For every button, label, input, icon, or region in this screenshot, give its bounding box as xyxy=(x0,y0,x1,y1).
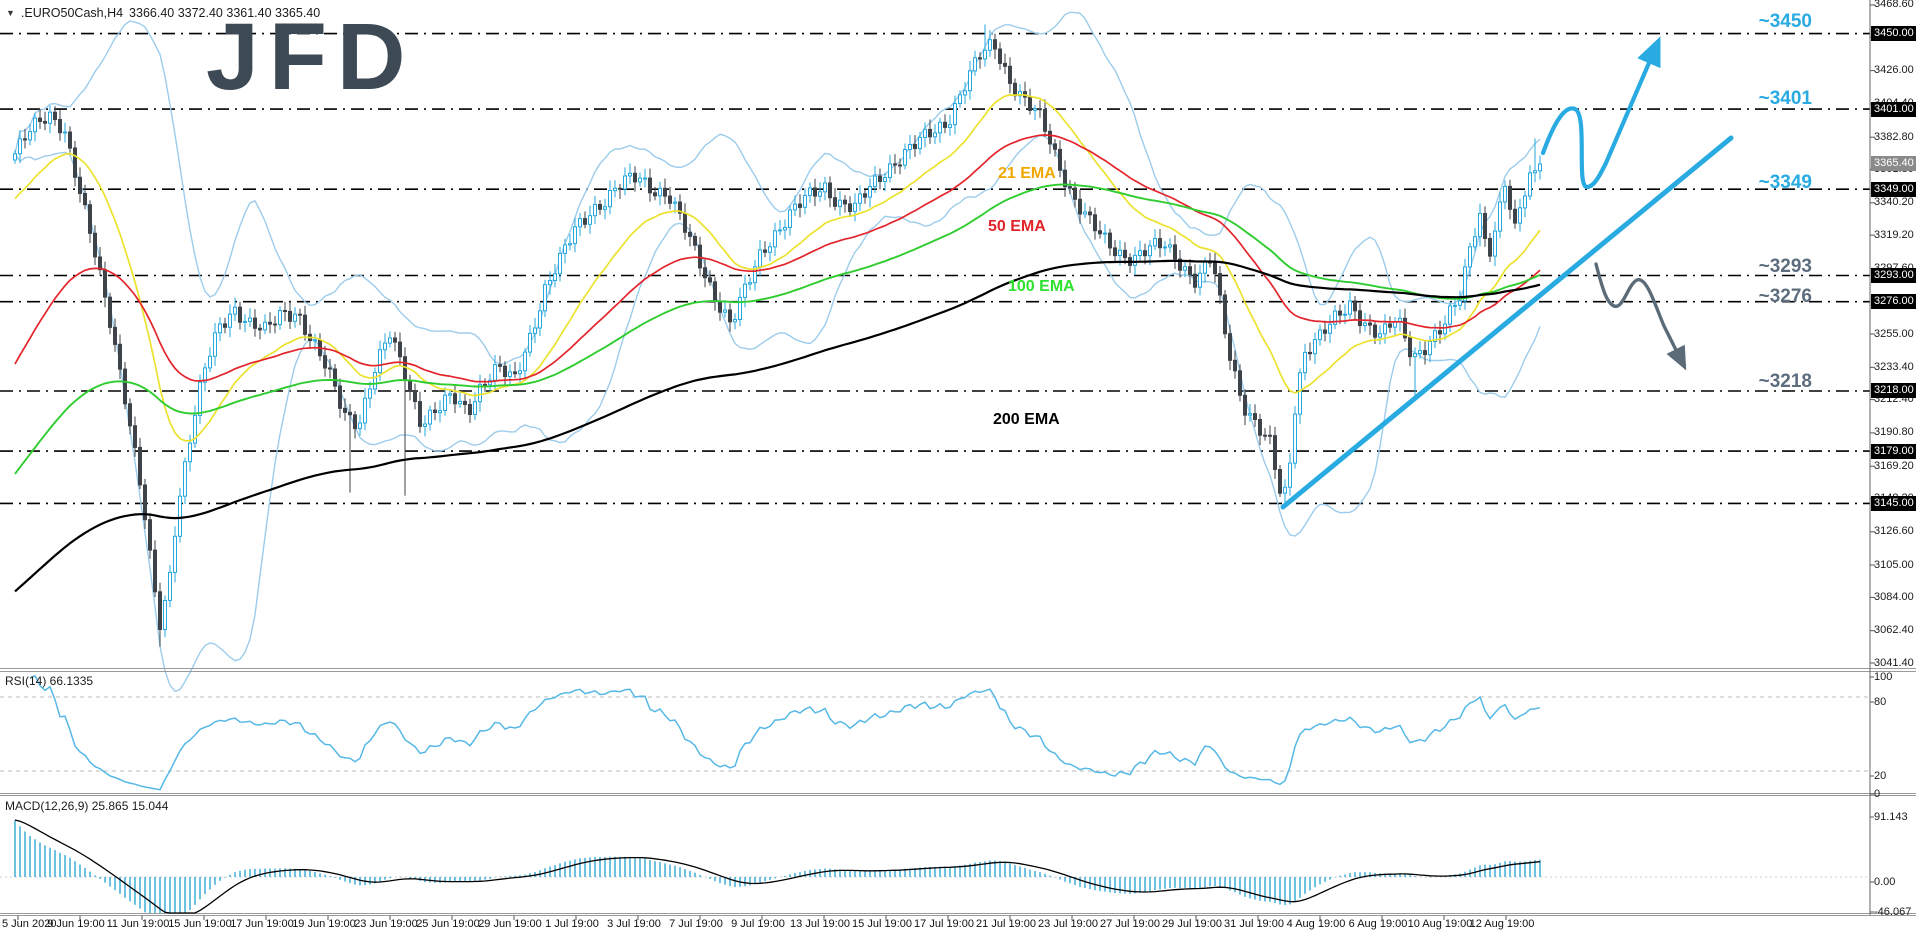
macd-signal-line xyxy=(14,819,1541,914)
price-axis-label: 3382.80 xyxy=(1874,131,1914,143)
indicator-axis-label: 80 xyxy=(1874,696,1887,708)
ema-50-line xyxy=(14,134,1541,383)
21-ema-label: 21 EMA xyxy=(998,165,1056,182)
price-level-badge: 3349.00 xyxy=(1871,182,1916,197)
time-axis-label: 17 Jun 19:00 xyxy=(230,918,294,930)
price-axis-label: 3319.20 xyxy=(1874,229,1914,241)
price-axis-label: 3169.20 xyxy=(1874,460,1914,472)
price-target-label: ~3450 xyxy=(1758,11,1812,32)
price-axis-label: 3062.40 xyxy=(1874,624,1914,636)
price-level-badge: 3276.00 xyxy=(1871,294,1916,309)
time-axis-label: 29 Jul 19:00 xyxy=(1162,918,1222,930)
price-axis-label: 3340.20 xyxy=(1874,196,1914,208)
100-ema-label: 100 EMA xyxy=(1008,278,1075,295)
price-axis-label: 3233.40 xyxy=(1874,361,1914,373)
rising-trendline[interactable] xyxy=(1280,135,1734,510)
time-axis-label: 3 Jul 19:00 xyxy=(607,918,661,930)
ema-100-line xyxy=(14,183,1541,475)
price-level-badge: 3293.00 xyxy=(1871,268,1916,283)
rsi-indicator-label: RSI(14) 66.1335 xyxy=(5,674,94,688)
200-ema-label: 200 EMA xyxy=(993,411,1060,428)
price-target-label: ~3349 xyxy=(1758,172,1812,193)
macd-histogram xyxy=(14,820,1541,913)
time-axis-label: 23 Jun 19:00 xyxy=(354,918,418,930)
time-axis-label: 31 Jul 19:00 xyxy=(1224,918,1284,930)
time-axis-label: 21 Jul 19:00 xyxy=(976,918,1036,930)
price-axis-label: 3105.00 xyxy=(1874,559,1914,571)
time-axis-label: 9 Jul 19:00 xyxy=(731,918,785,930)
macd-indicator-label: MACD(12,26,9) 25.865 15.044 xyxy=(5,799,169,813)
price-target-label: ~3401 xyxy=(1758,88,1812,109)
time-axis-label: 10 Aug 19:00 xyxy=(1407,918,1473,930)
indicator-axis-label: 100 xyxy=(1874,671,1893,683)
time-axis-label: 5 Jun 2020 xyxy=(2,918,57,930)
price-axis-label: 3212.40 xyxy=(1874,393,1914,405)
price-axis-label: 3126.60 xyxy=(1874,525,1914,537)
price-axis-label: 3426.00 xyxy=(1874,64,1914,76)
price-level-badge: 3218.00 xyxy=(1871,383,1916,398)
price-axis-label: 3255.00 xyxy=(1874,328,1914,340)
ema-200-line xyxy=(14,259,1541,593)
symbol-ohlc-quotes: 3366.40 3372.40 3361.40 3365.40 xyxy=(129,6,321,20)
time-axis-label: 13 Jul 19:00 xyxy=(790,918,850,930)
50-ema-label: 50 EMA xyxy=(988,218,1046,235)
price-target-label: ~3276 xyxy=(1758,286,1812,307)
price-axis-label: 3468.60 xyxy=(1874,0,1914,10)
symbol-info-bar: ▼ .EURO50Cash,H4 3366.40 3372.40 3361.40… xyxy=(6,6,320,20)
ema-21-line xyxy=(14,93,1541,442)
price-level-badge: 3401.00 xyxy=(1871,102,1916,117)
time-axis-label: 4 Aug 19:00 xyxy=(1286,918,1346,930)
time-axis-label: 15 Jun 19:00 xyxy=(168,918,232,930)
price-axis-label: 3084.00 xyxy=(1874,591,1914,603)
time-axis-label: 9 Jun 19:00 xyxy=(47,918,105,930)
time-axis-label: 19 Jun 19:00 xyxy=(292,918,356,930)
bullish-squiggle-arrow[interactable] xyxy=(1540,36,1661,190)
price-target-label: ~3218 xyxy=(1758,371,1812,392)
price-axis-label: 3041.40 xyxy=(1874,657,1914,669)
candlesticks xyxy=(13,24,1542,647)
indicator-axis-label: 20 xyxy=(1874,770,1887,782)
symbol-dropdown-icon[interactable]: ▼ xyxy=(6,8,15,18)
time-axis-label: 17 Jul 19:00 xyxy=(914,918,974,930)
price-target-label: ~3293 xyxy=(1758,256,1812,277)
price-level-badge: 3145.00 xyxy=(1871,496,1916,511)
support-resistance-lines xyxy=(0,32,1870,505)
time-axis-label: 6 Aug 19:00 xyxy=(1348,918,1408,930)
time-axis-label: 11 Jun 19:00 xyxy=(106,918,170,930)
price-axis-label: 3190.80 xyxy=(1874,426,1914,438)
indicator-axis-label: 0.00 xyxy=(1874,876,1896,888)
time-axis-label: 27 Jul 19:00 xyxy=(1100,918,1160,930)
indicator-axis-label: 0 xyxy=(1874,788,1881,800)
bearish-squiggle-arrow[interactable] xyxy=(1594,262,1687,371)
time-axis-label: 7 Jul 19:00 xyxy=(669,918,723,930)
symbol-name: .EURO50Cash,H4 xyxy=(20,6,124,20)
time-axis-label: 15 Jul 19:00 xyxy=(852,918,912,930)
broker-logo: JFD xyxy=(206,4,416,110)
indicator-axis-label: -46.067 xyxy=(1874,906,1912,918)
time-axis-label: 25 Jun 19:00 xyxy=(416,918,480,930)
time-axis-label: 29 Jun 19:00 xyxy=(478,918,542,930)
bollinger-bands xyxy=(14,11,1541,693)
indicator-axis-label: 91.143 xyxy=(1874,811,1908,823)
current-price-badge: 3365.40 xyxy=(1871,156,1916,171)
time-axis-label: 23 Jul 19:00 xyxy=(1038,918,1098,930)
price-level-badge: 3179.00 xyxy=(1871,444,1916,459)
rsi-line xyxy=(29,674,1541,791)
time-axis-label: 12 Aug 19:00 xyxy=(1469,918,1535,930)
price-level-badge: 3450.00 xyxy=(1871,26,1916,41)
time-axis-label: 1 Jul 19:00 xyxy=(545,918,599,930)
